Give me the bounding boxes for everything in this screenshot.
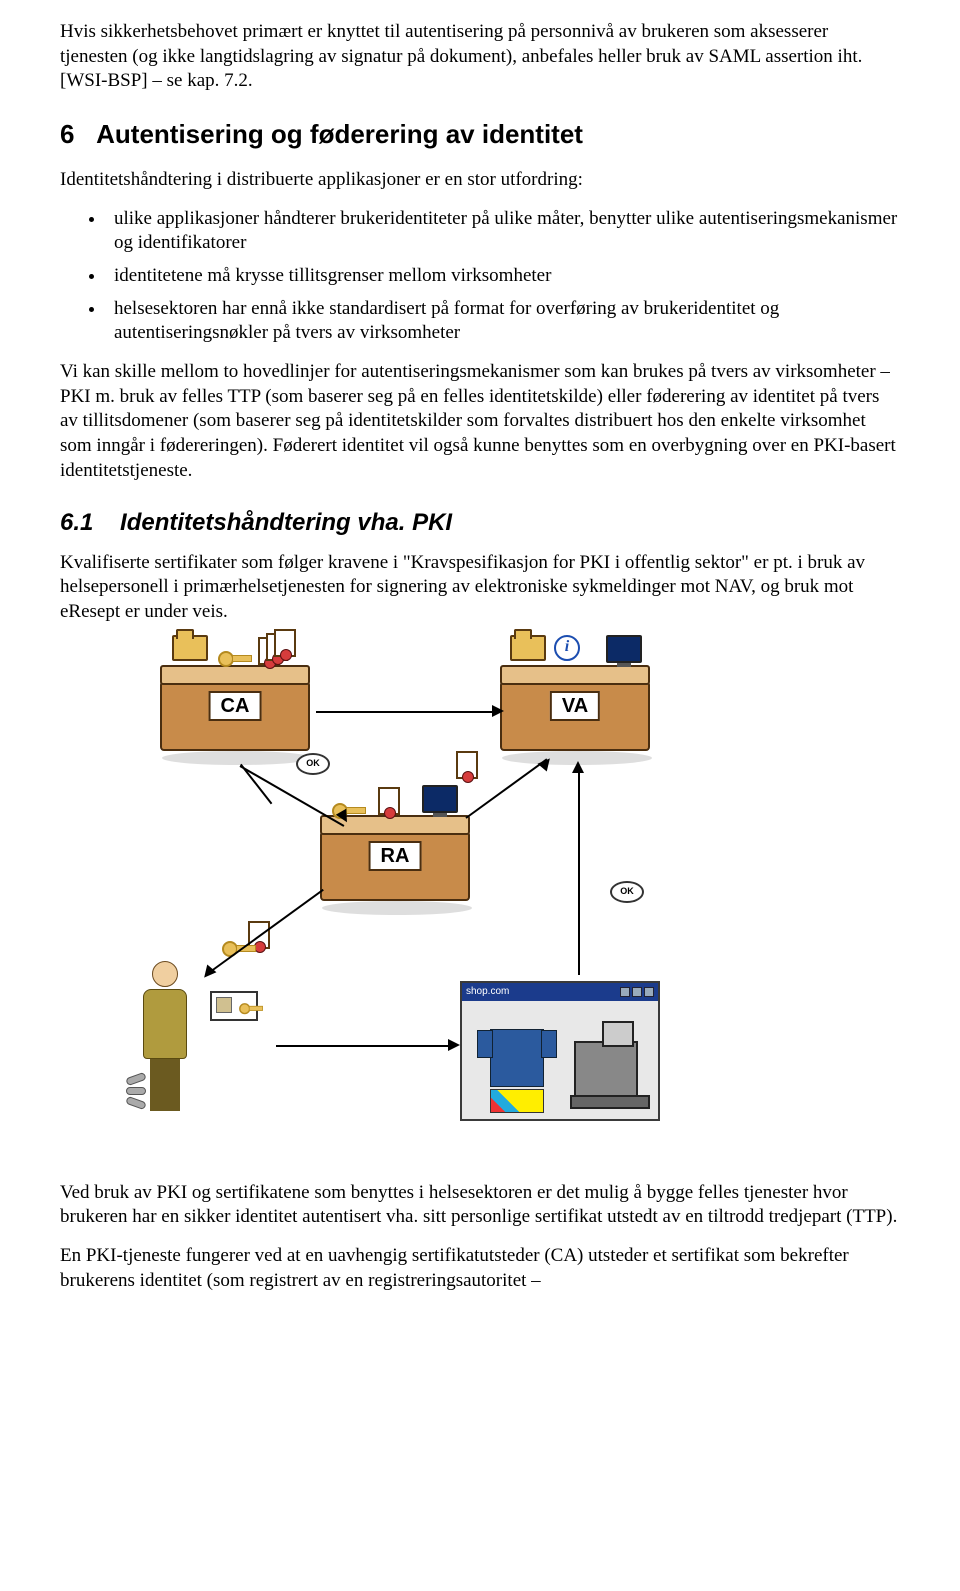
ca-label: CA (209, 691, 262, 721)
certificate-icon (456, 751, 478, 779)
arrowhead-icon (448, 1039, 460, 1051)
shorts-icon (490, 1089, 544, 1113)
window-title: shop.com (466, 985, 509, 998)
heading-6-title: Autentisering og føderering av identitet (96, 119, 583, 149)
certificate-icon (274, 629, 296, 657)
info-icon: i (554, 635, 580, 661)
desk-top-icon (500, 665, 650, 685)
cash-register-icon (574, 1041, 638, 1101)
arrowhead-icon (492, 705, 504, 717)
heading-6-number: 6 (60, 119, 74, 149)
pki-architecture-diagram: CA VA i RA shop.com (100, 641, 700, 1161)
shadow-icon (162, 751, 312, 765)
arrow-icon (276, 1045, 450, 1047)
key-icon (218, 651, 252, 665)
shop-window: shop.com (460, 981, 660, 1121)
section-6-1-intro: Kvalifiserte sertifikater som følger kra… (60, 551, 900, 625)
ca-node: CA (160, 681, 310, 751)
arrow-icon (209, 889, 323, 973)
section-6-intro: Identitetshåndtering i distribuerte appl… (60, 168, 900, 193)
ra-node: RA (320, 831, 470, 901)
list-item: helsesektoren har ennå ikke standardiser… (106, 297, 900, 346)
heading-6-1-number: 6.1 (60, 509, 93, 536)
folder-icon (510, 635, 546, 661)
section-6-bullet-list: ulike applikasjoner håndterer brukeriden… (60, 207, 900, 346)
shadow-icon (322, 901, 472, 915)
heading-section-6-1: 6.1 Identitetshåndtering vha. PKI (60, 507, 900, 538)
ok-badge-icon: OK (610, 881, 644, 903)
monitor-icon (422, 785, 458, 813)
list-item: identitetene må krysse tillitsgrenser me… (106, 264, 900, 289)
folder-icon (172, 635, 208, 661)
keys-icon (126, 1075, 150, 1115)
heading-6-1-title: Identitetshåndtering vha. PKI (120, 509, 452, 536)
window-titlebar: shop.com (462, 983, 658, 1001)
heading-section-6: 6 Autentisering og føderering av identit… (60, 118, 900, 152)
certificate-icon (378, 787, 400, 815)
monitor-icon (606, 635, 642, 663)
person-body-icon (143, 989, 187, 1059)
window-body (462, 1001, 658, 1119)
window-buttons-icon (620, 987, 654, 997)
va-label: VA (550, 691, 600, 721)
person-legs-icon (150, 1059, 180, 1111)
paragraph-below-diagram-1: Ved bruk av PKI og sertifikatene som ben… (60, 1181, 900, 1230)
section-6-body: Vi kan skille mellom to hovedlinjer for … (60, 360, 900, 483)
va-node: VA i (500, 681, 650, 751)
paragraph-below-diagram-2: En PKI-tjeneste fungerer ved at en uavhe… (60, 1244, 900, 1293)
id-card-icon (210, 991, 258, 1021)
intro-paragraph: Hvis sikkerhetsbehovet primært er knytte… (60, 20, 900, 94)
ok-badge-icon: OK (296, 753, 330, 775)
ra-label: RA (369, 841, 422, 871)
desk-top-icon (160, 665, 310, 685)
list-item: ulike applikasjoner håndterer brukeriden… (106, 207, 900, 256)
arrow-icon (316, 711, 494, 713)
shirt-icon (490, 1029, 544, 1087)
person-head-icon (152, 961, 178, 987)
arrowhead-icon (572, 761, 584, 773)
arrow-icon (240, 765, 345, 827)
arrow-icon (578, 771, 580, 975)
key-icon (239, 1003, 263, 1013)
